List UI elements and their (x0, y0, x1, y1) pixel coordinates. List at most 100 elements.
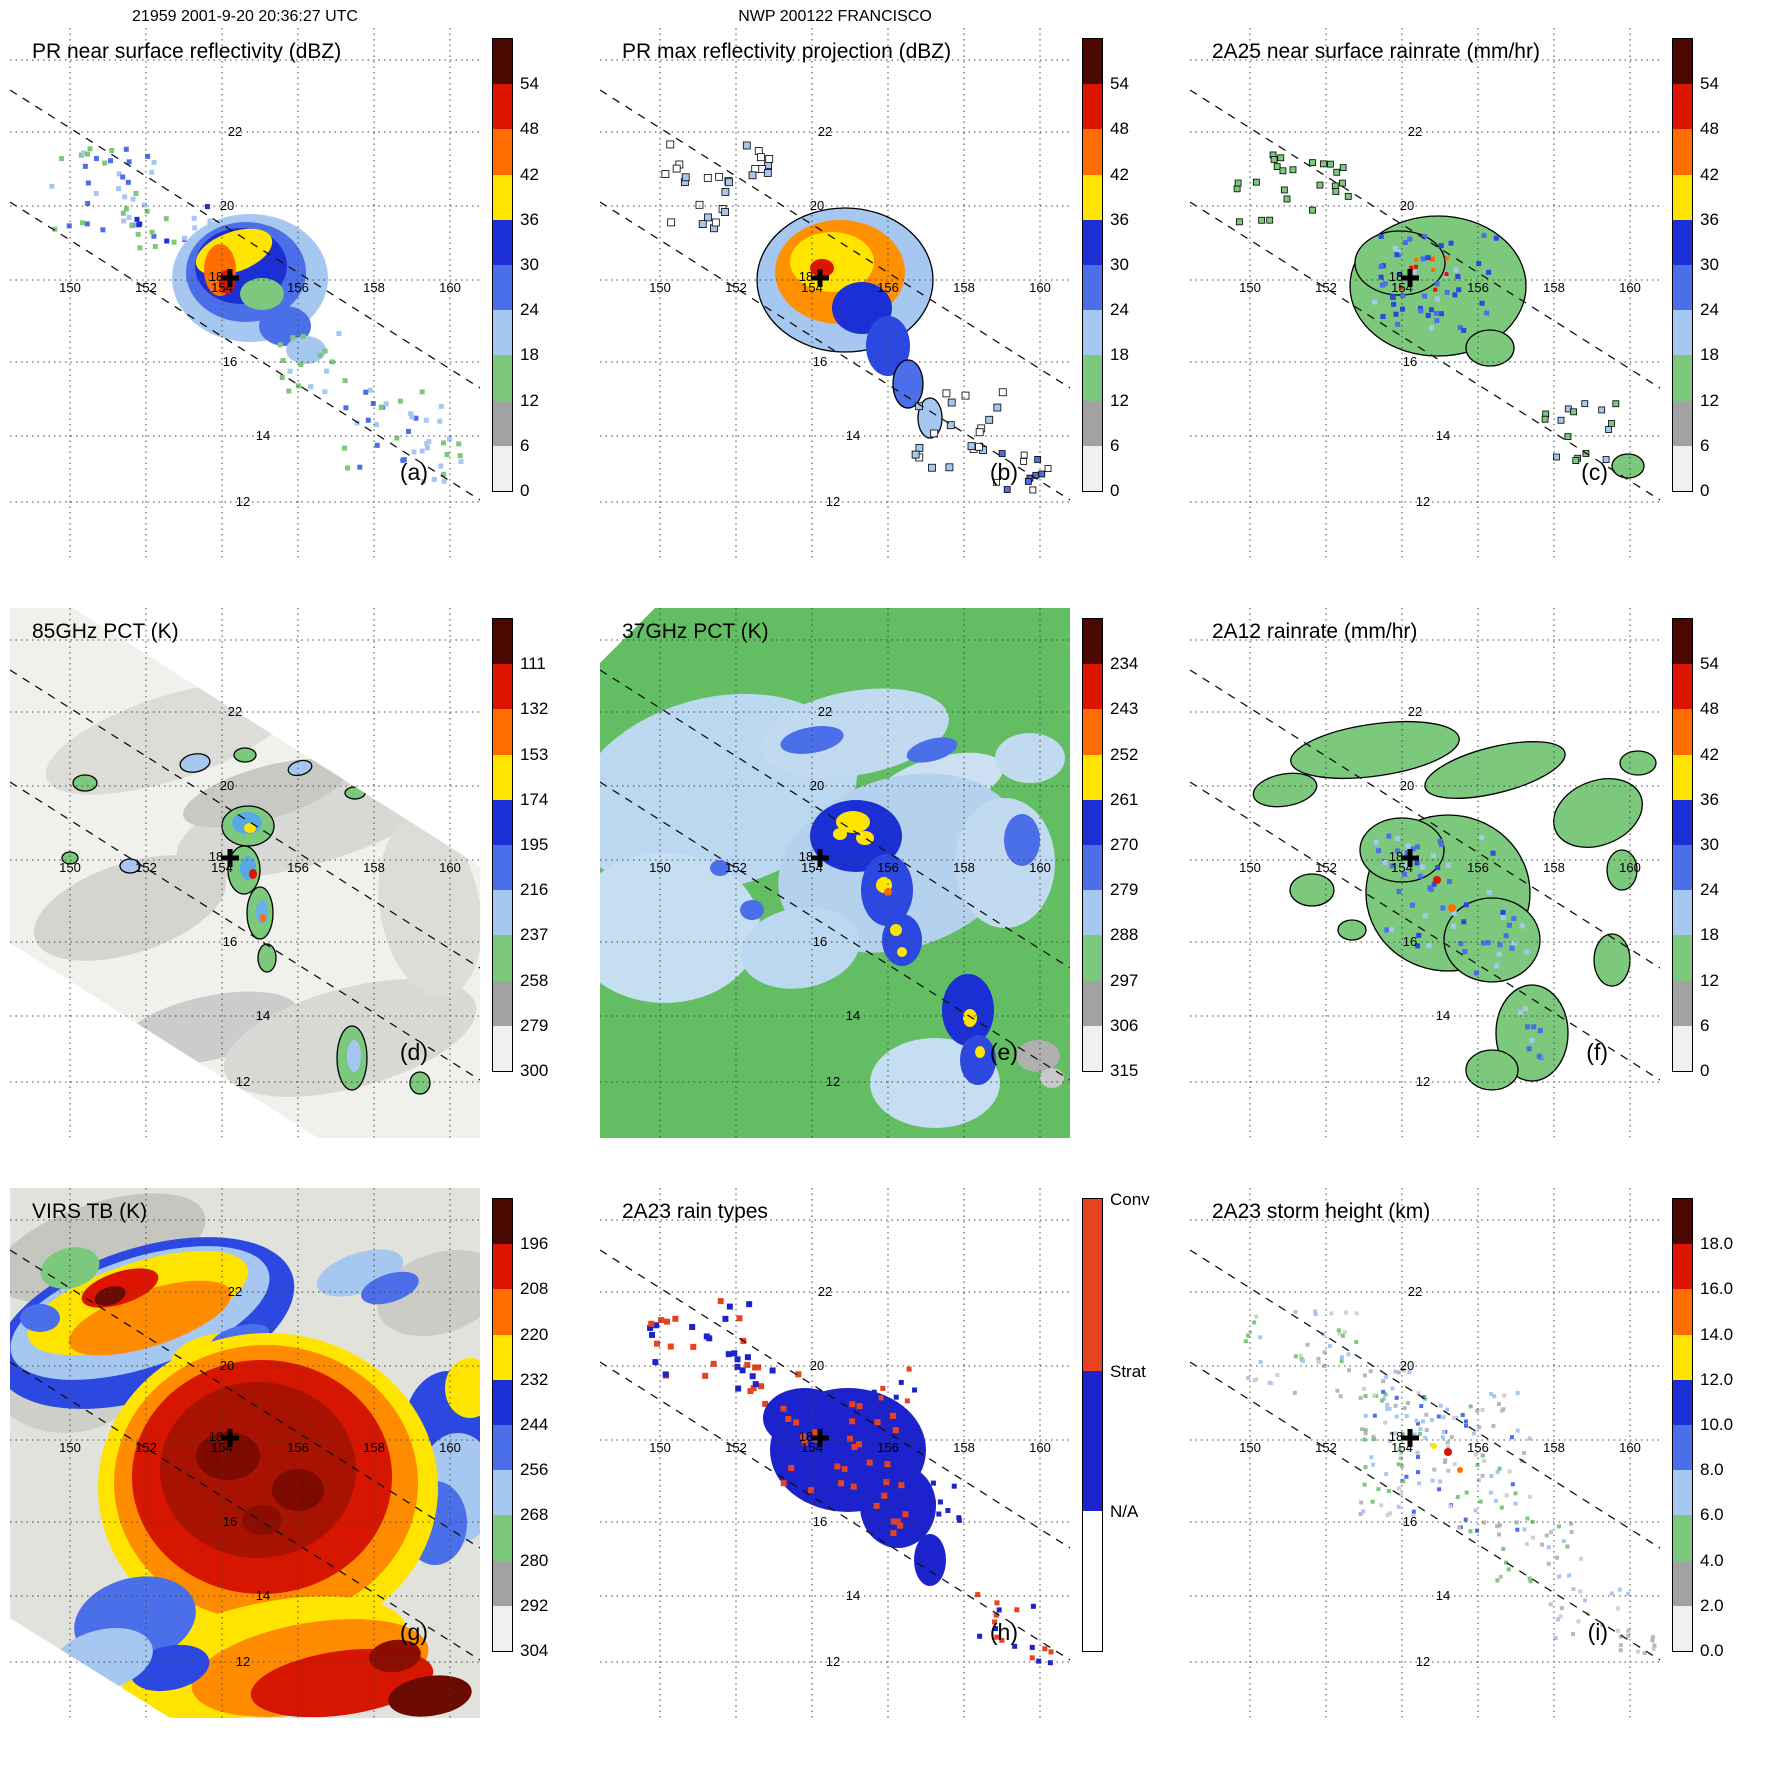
panel-a-plot: 150 152 154 156 158 160 22 20 18 16 14 12 PR near su… (10, 28, 480, 558)
colorbar-tick-label: 234 (1110, 654, 1139, 674)
panel-letter: (h) (990, 1619, 1018, 1645)
data-speckle (849, 1418, 856, 1425)
data-speckle (1435, 865, 1441, 871)
data-blob (244, 823, 256, 833)
data-speckle (441, 478, 447, 484)
data-speckle (1464, 1490, 1469, 1495)
data-speckle (1463, 1423, 1468, 1428)
swath-edge-line (600, 1249, 1070, 1549)
data-speckle (1411, 269, 1417, 275)
data-speckle (1313, 1309, 1318, 1314)
data-speckle (52, 226, 58, 232)
data-speckle (1371, 1462, 1376, 1467)
data-blob (94, 1286, 126, 1306)
data-speckle (1042, 1646, 1048, 1652)
data-blob (856, 831, 874, 845)
panel-letter: (a) (400, 459, 428, 485)
data-speckle (1289, 166, 1297, 174)
data-speckle (1283, 195, 1291, 203)
data-speckle (308, 339, 314, 345)
data-speckle (1498, 844, 1504, 850)
data-speckle (993, 478, 1000, 486)
data-speckle (1479, 300, 1485, 306)
data-speckle (1553, 453, 1560, 461)
data-speckle (1407, 236, 1413, 242)
data-speckle (1446, 1468, 1451, 1473)
panel-c: 150 152 154 156 158 160 22 20 18 16 14 12 2A25 near … (1190, 28, 1771, 593)
data-speckle (1014, 1607, 1020, 1613)
data-speckle (1442, 1460, 1447, 1465)
data-speckle (1446, 1445, 1451, 1450)
swath-edge-line (10, 1249, 480, 1549)
data-speckle (1530, 1535, 1535, 1540)
colorbar-tick-label: 297 (1110, 970, 1139, 990)
data-speckle (277, 342, 283, 348)
lat-grid-label: 12 (826, 494, 840, 509)
data-speckle (1452, 1462, 1457, 1467)
lat-grid-label: 12 (1416, 1654, 1430, 1669)
data-speckle (956, 1515, 962, 1521)
colorbar-tick-label: 6 (520, 435, 530, 455)
data-speckle (342, 378, 348, 384)
data-blob (761, 688, 949, 778)
data-blob (1040, 1068, 1064, 1088)
data-speckle (1417, 873, 1423, 879)
data-speckle (726, 1303, 733, 1310)
data-speckle (746, 1301, 753, 1308)
lat-grid-label: 12 (1416, 1074, 1430, 1089)
data-speckle (405, 428, 411, 434)
data-speckle (1515, 1428, 1520, 1433)
data-speckle (1234, 179, 1242, 187)
data-speckle (1246, 1333, 1251, 1338)
panel-title: 37GHz PCT (K) (622, 620, 769, 643)
data-speckle (1372, 1437, 1377, 1442)
data-speckle (1378, 263, 1384, 269)
data-speckle (1528, 1579, 1533, 1584)
data-speckle (1475, 1408, 1480, 1413)
data-speckle (850, 1483, 857, 1490)
data-speckle (1029, 1655, 1035, 1661)
data-speckle (1437, 1487, 1442, 1492)
lat-grid-label: 16 (813, 934, 827, 949)
colorbar-tick-label: 16.0 (1700, 1279, 1734, 1299)
data-speckle (102, 160, 108, 166)
data-blob (376, 1249, 480, 1337)
data-speckle (1511, 940, 1517, 946)
data-speckle (457, 453, 463, 459)
data-blob (1465, 329, 1515, 367)
data-speckle (1347, 1368, 1352, 1373)
data-speckle (1626, 1628, 1631, 1633)
data-speckle (1530, 1519, 1535, 1524)
colorbar-tick-label: 18 (1700, 925, 1719, 945)
data-blob (1448, 904, 1456, 912)
data-blob (975, 1046, 985, 1058)
data-speckle (1036, 1658, 1042, 1664)
data-blob (369, 1639, 421, 1673)
data-speckle (731, 1350, 738, 1357)
data-speckle (892, 1427, 899, 1434)
data-speckle (871, 1389, 877, 1395)
data-speckle (928, 463, 936, 472)
colorbar-tick-label: 256 (520, 1460, 549, 1480)
lon-grid-label: 150 (649, 1440, 671, 1455)
data-speckle (1555, 1555, 1560, 1560)
data-speckle (1445, 862, 1451, 868)
data-speckle (1473, 1508, 1478, 1513)
lat-grid-label: 12 (236, 1654, 250, 1669)
data-speckle (1437, 838, 1443, 844)
lon-grid-label: 154 (801, 1440, 823, 1455)
lat-grid-label: 16 (813, 354, 827, 369)
lat-grid-label: 22 (1408, 1284, 1422, 1299)
colorbar-tick-label: 12 (520, 390, 539, 410)
data-blob (1354, 230, 1446, 296)
colorbar-bar (492, 1198, 513, 1652)
data-speckle (413, 415, 419, 421)
data-speckle (378, 404, 384, 410)
colorbar-tick-label: 279 (520, 1015, 549, 1035)
data-speckle (1496, 1401, 1501, 1406)
data-speckle (1497, 1466, 1502, 1471)
lat-grid-label: 16 (1403, 1514, 1417, 1529)
data-speckle (1515, 1527, 1520, 1532)
data-speckle (1476, 1478, 1481, 1483)
data-blob (72, 774, 98, 792)
